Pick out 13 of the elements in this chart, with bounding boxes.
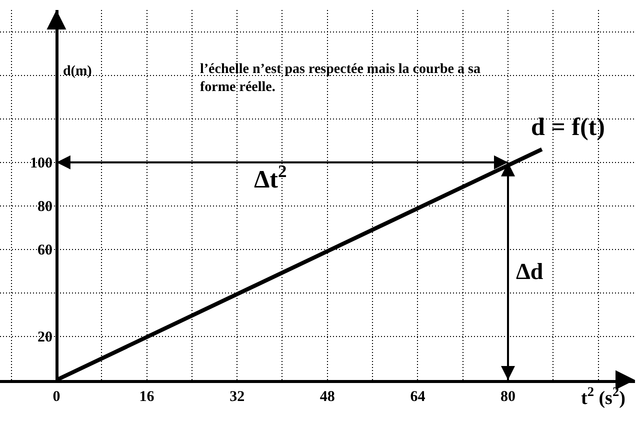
x-tick-label: 64 — [410, 389, 426, 405]
x-tick-label: 48 — [320, 389, 335, 405]
y-tick-label: 20 — [37, 330, 52, 346]
y-tick-label: 100 — [30, 156, 52, 172]
x-tick-label: 16 — [139, 389, 155, 405]
ref-line-label: Δd — [516, 259, 544, 284]
y-tick-label: 60 — [37, 242, 52, 259]
x-tick-label: 80 — [500, 389, 516, 405]
y-tick-label: 80 — [37, 199, 52, 216]
x-tick-label: 0 — [52, 389, 60, 405]
x-tick-label: 32 — [230, 389, 245, 405]
series-label: d = f(t) — [531, 114, 605, 141]
y-axis-title: d(m) — [63, 64, 92, 79]
